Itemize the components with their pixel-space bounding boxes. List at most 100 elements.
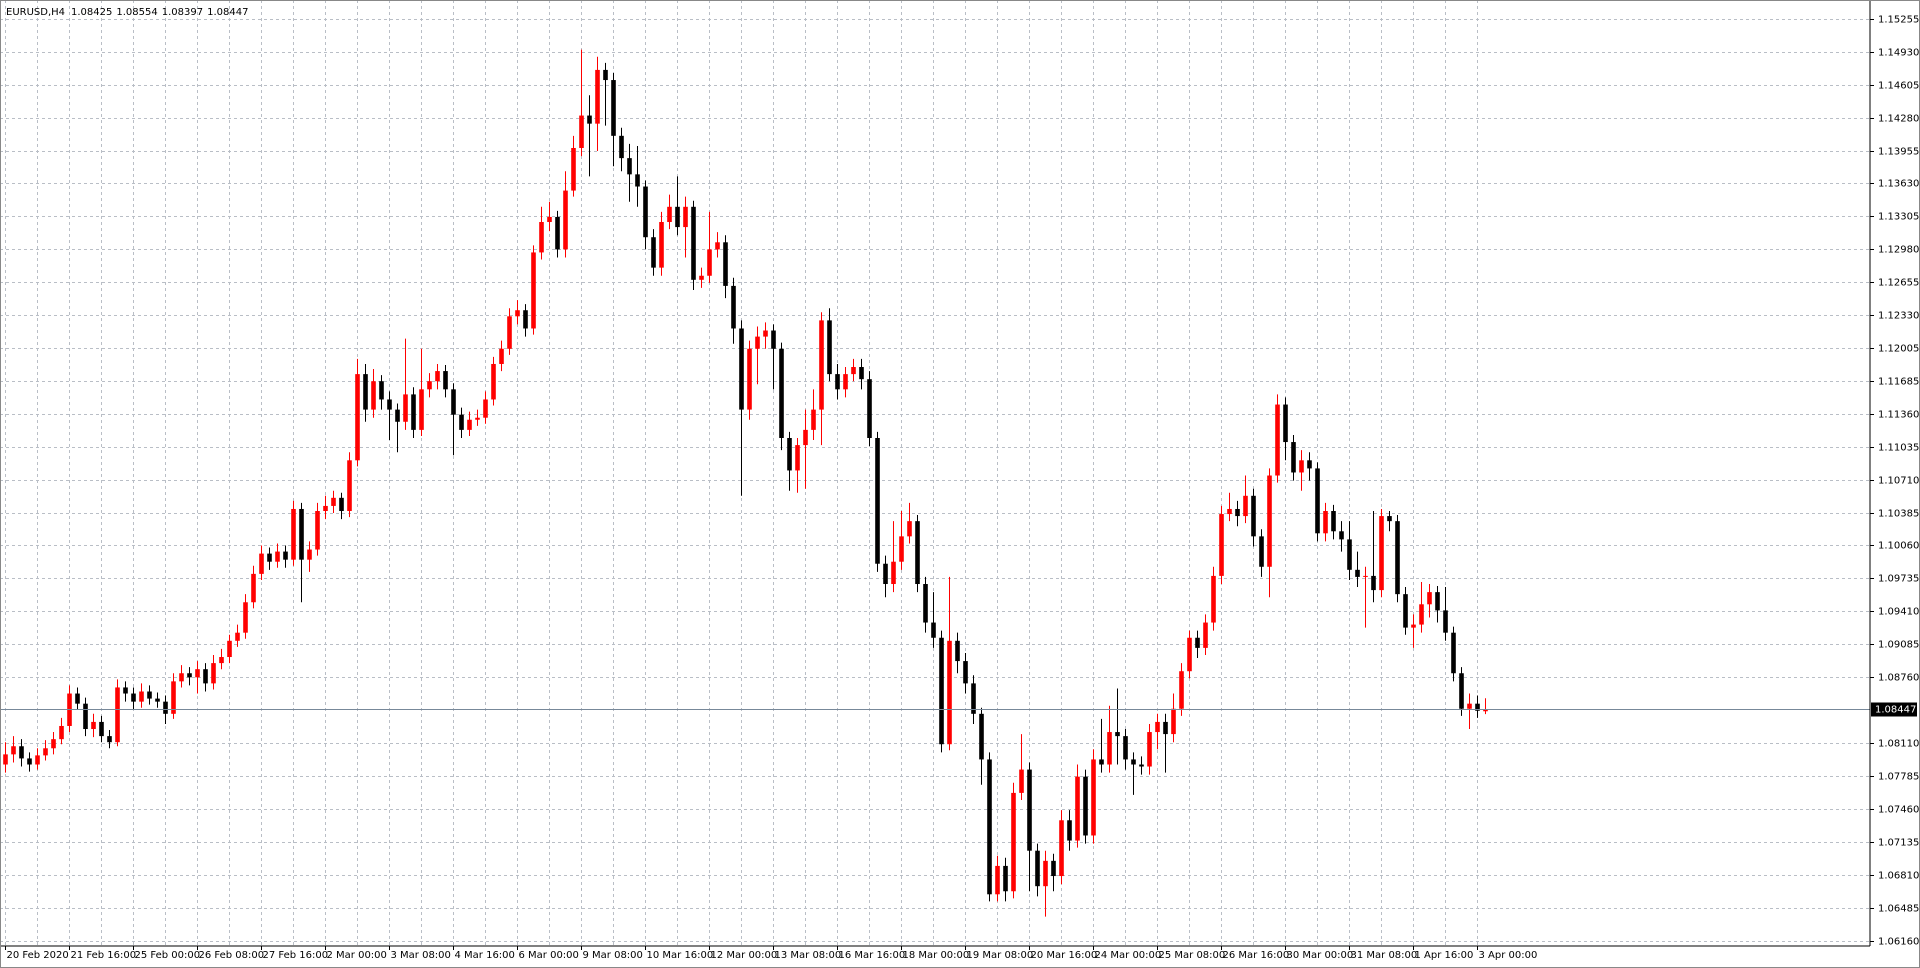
candle-body: [339, 497, 344, 512]
candle-body: [1315, 468, 1320, 534]
candle-body: [867, 379, 872, 438]
candle-body: [1331, 511, 1336, 532]
candle-body: [171, 681, 176, 714]
candle-body: [187, 673, 192, 678]
candle-body: [1267, 475, 1272, 567]
candle-body: [1171, 708, 1176, 735]
candle-body: [307, 549, 312, 560]
candle-body: [691, 206, 696, 280]
candle-body: [195, 669, 200, 678]
candle-body: [131, 693, 136, 702]
candle-body: [1179, 671, 1184, 709]
candle-body: [411, 394, 416, 430]
x-tick-label: 20 Feb 2020: [7, 950, 69, 961]
candle-body: [379, 381, 384, 400]
x-tick-label: 31 Mar 08:00: [1351, 950, 1418, 961]
candle-body: [451, 389, 456, 415]
candle-body: [1107, 732, 1112, 765]
candle-body: [915, 521, 920, 585]
x-tick-label: 6 Mar 00:00: [519, 950, 579, 961]
candle-body: [299, 508, 304, 560]
candle-body: [875, 437, 880, 564]
candle-body: [995, 865, 1000, 895]
candle-body: [811, 409, 816, 430]
y-tick-label: 1.12655: [1878, 278, 1919, 289]
candle-body: [651, 237, 656, 268]
candle-body: [99, 721, 104, 737]
candle-body: [1363, 575, 1368, 577]
y-tick-label: 1.12005: [1878, 344, 1919, 355]
candle-body: [147, 691, 152, 699]
candle-body: [1139, 764, 1144, 767]
grid-layer: [0, 0, 1870, 946]
candle-body: [1251, 495, 1256, 537]
candle-body: [155, 698, 160, 702]
x-tick-label: 13 Mar 08:00: [775, 950, 842, 961]
candle-body: [787, 437, 792, 471]
candle-body: [907, 521, 912, 537]
candle-body: [779, 348, 784, 438]
candle-body: [1259, 536, 1264, 567]
x-tick-label: 21 Feb 16:00: [71, 950, 137, 961]
candle-body: [939, 637, 944, 745]
chart-header: EURUSD,H4 1.08425 1.08554 1.08397 1.08447: [6, 7, 248, 18]
candle-body: [739, 328, 744, 410]
candle-body: [539, 222, 544, 253]
candle-body: [1443, 610, 1448, 633]
candle-body: [219, 657, 224, 664]
candle-body: [59, 725, 64, 740]
candle-body: [1419, 604, 1424, 625]
y-tick-label: 1.13630: [1878, 179, 1919, 190]
y-tick-label: 1.10385: [1878, 509, 1919, 520]
candle-body: [1435, 592, 1440, 611]
candle-body: [507, 316, 512, 349]
candle-body: [427, 381, 432, 390]
candle-body: [139, 691, 144, 702]
candle-body: [1115, 732, 1120, 737]
candle-body: [571, 147, 576, 191]
candle-body: [1043, 860, 1048, 887]
candle-body: [179, 673, 184, 682]
candle-body: [435, 371, 440, 382]
candle-body: [819, 320, 824, 410]
candle-body: [355, 374, 360, 461]
candle-body: [1147, 732, 1152, 767]
candle-body: [1299, 460, 1304, 473]
y-tick-label: 1.12980: [1878, 245, 1919, 256]
header-close: 1.08447: [207, 7, 248, 18]
candle-body: [1211, 575, 1216, 623]
candle-body: [947, 640, 952, 745]
candle-body: [227, 640, 232, 658]
candle-body: [1467, 703, 1472, 709]
candle-body: [1203, 622, 1208, 648]
candle-body: [387, 399, 392, 410]
candle-body: [891, 561, 896, 585]
candle-body: [1339, 531, 1344, 540]
candle-body: [1451, 632, 1456, 674]
candle-body: [1003, 865, 1008, 892]
candle-body: [979, 713, 984, 760]
candle-body: [1459, 673, 1464, 709]
candle-body: [603, 69, 608, 81]
candle-body: [1131, 759, 1136, 765]
x-tick-label: 18 Mar 00:00: [903, 950, 970, 961]
candle-body: [443, 371, 448, 390]
y-tick-label: 1.13305: [1878, 212, 1919, 223]
header-low: 1.08397: [162, 7, 203, 18]
y-tick-label: 1.12330: [1878, 311, 1919, 322]
y-tick-label: 1.09735: [1878, 574, 1919, 585]
candle-body: [1155, 721, 1160, 733]
y-tick-label: 1.14280: [1878, 114, 1919, 125]
candle-body: [803, 429, 808, 446]
candle-body: [395, 409, 400, 422]
y-tick-label: 1.09085: [1878, 640, 1919, 651]
candle-body: [91, 721, 96, 730]
y-tick-label: 1.15255: [1878, 15, 1919, 26]
candle-layer: [0, 49, 1870, 917]
candle-body: [27, 758, 32, 765]
candle-body: [491, 363, 496, 400]
candle-body: [363, 374, 368, 410]
candle-body: [563, 190, 568, 250]
